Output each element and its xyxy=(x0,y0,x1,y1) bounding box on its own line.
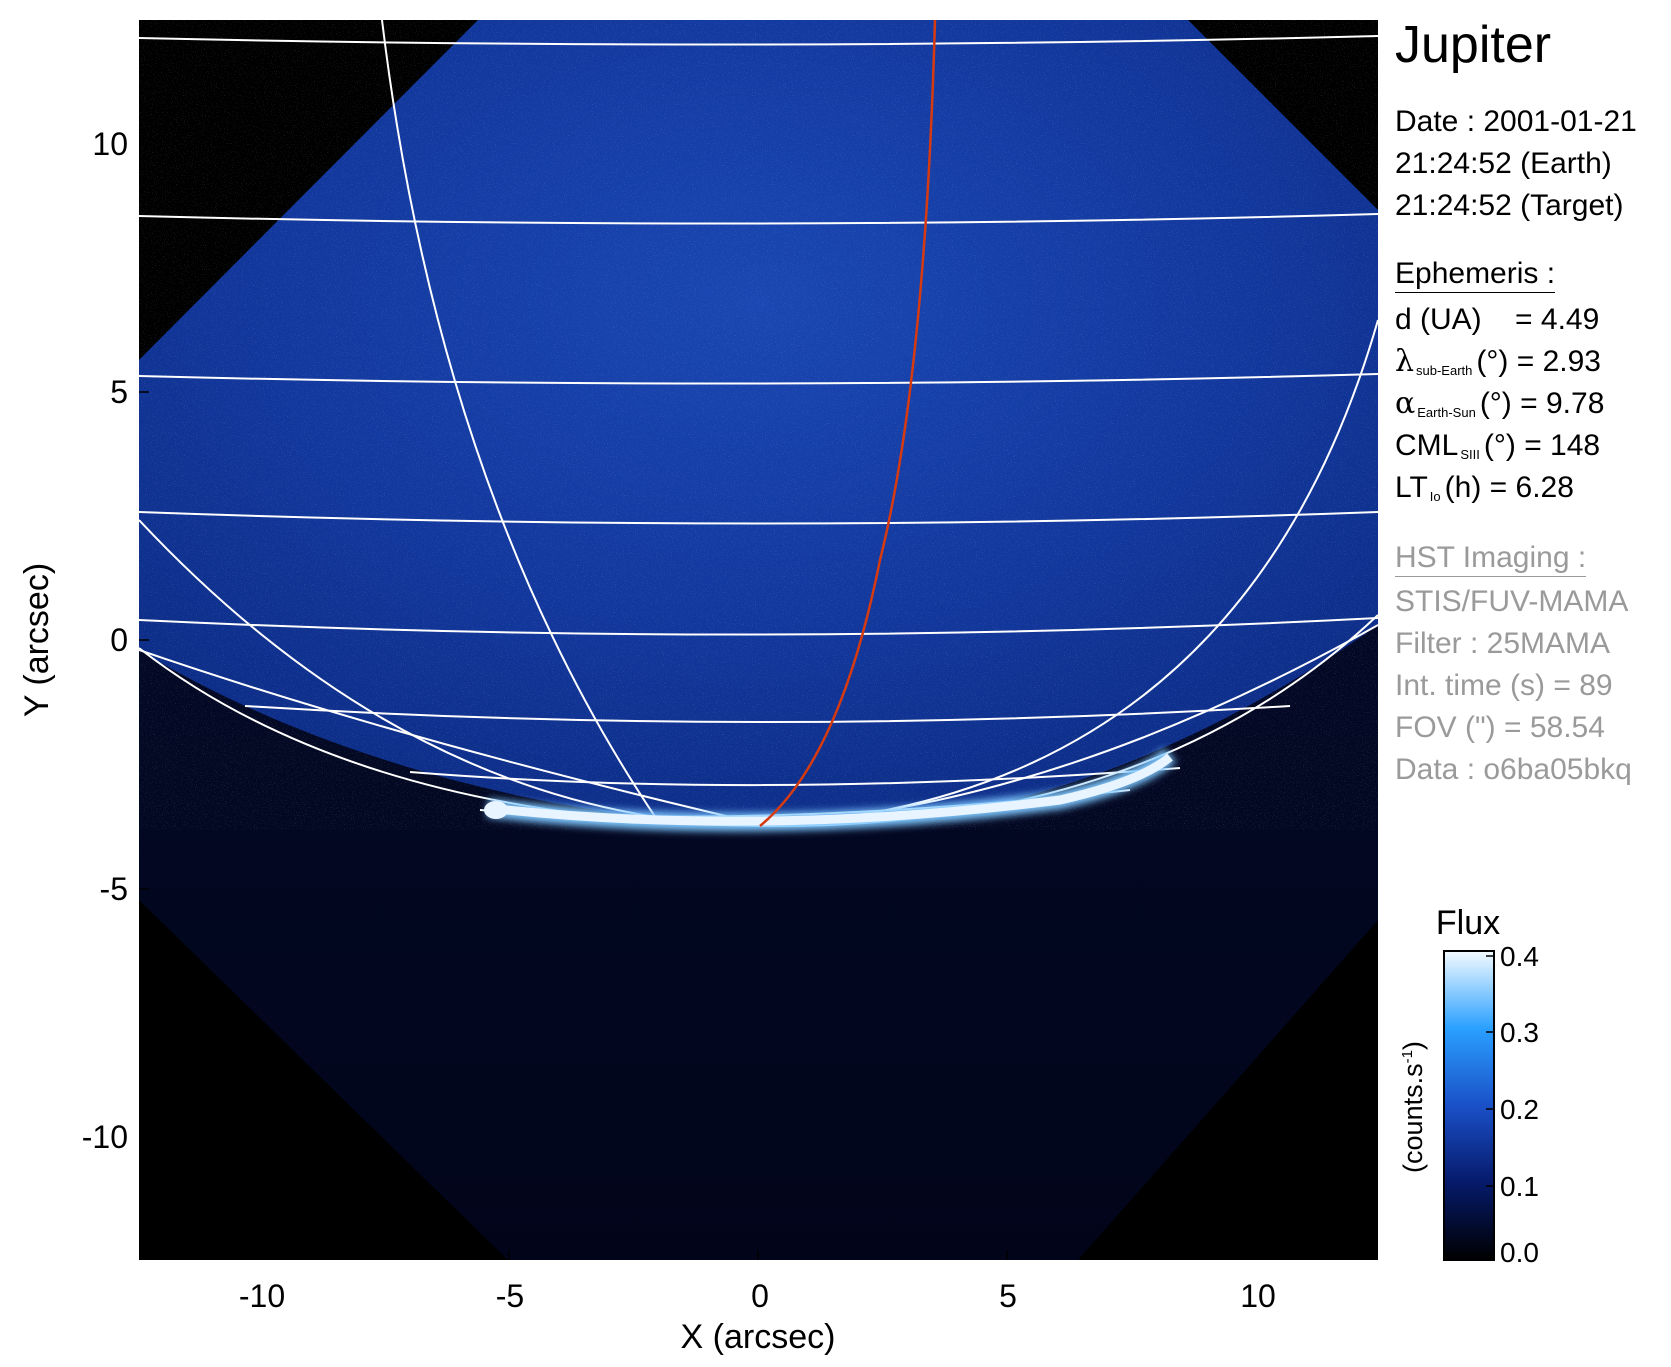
imaging-header-text: HST Imaging : xyxy=(1395,541,1587,577)
io-footprint-line xyxy=(759,20,937,827)
colorbar-title: Flux xyxy=(1436,904,1500,942)
lambda-subscript: sub-Earth xyxy=(1416,363,1473,378)
x-tick-labels: -10 -5 0 5 10 xyxy=(239,1278,1276,1314)
cml-symbol: CML xyxy=(1395,429,1459,462)
imaging-fov: FOV (") = 58.54 xyxy=(1395,711,1605,744)
lt-symbol: LT xyxy=(1395,471,1428,504)
axis-ticks xyxy=(139,143,1257,1260)
y-tick-label: -5 xyxy=(100,871,128,907)
x-tick-label: 5 xyxy=(999,1278,1017,1314)
y-tick-label: 5 xyxy=(110,374,128,410)
distance-value: = 4.49 xyxy=(1515,303,1600,336)
lambda-symbol: λ xyxy=(1395,344,1415,379)
colorbar-tick-label: 0.0 xyxy=(1500,1237,1539,1268)
disk-noise xyxy=(139,20,1378,830)
y-axis-label: Y (arcsec) xyxy=(18,563,56,717)
x-tick-label: -5 xyxy=(496,1278,524,1314)
imaging-filter: Filter : 25MAMA xyxy=(1395,627,1611,660)
x-tick-label: -10 xyxy=(239,1278,285,1314)
x-tick-label: 0 xyxy=(751,1278,769,1314)
y-tick-label: -10 xyxy=(82,1119,128,1155)
auroral-spot xyxy=(484,801,508,819)
lt-unit: (h) xyxy=(1444,471,1482,504)
imaging-data-id: Data : o6ba05bkq xyxy=(1395,753,1632,786)
target-title: Jupiter xyxy=(1395,16,1552,74)
ephemeris-header-text: Ephemeris : xyxy=(1395,257,1556,293)
colorbar-tick-label: 0.2 xyxy=(1500,1094,1539,1125)
imaging-instrument: STIS/FUV-MAMA xyxy=(1395,585,1629,618)
alpha-subscript: Earth-Sun xyxy=(1417,405,1476,420)
alpha-symbol: α xyxy=(1395,386,1416,421)
colorbar-tick-label: 0.3 xyxy=(1500,1017,1539,1048)
ephemeris-latitude: λ sub-Earth (°) = 2.93 xyxy=(1395,344,1601,389)
y-tick-labels: 10 5 0 -5 -10 xyxy=(82,126,128,1155)
x-tick-label: 10 xyxy=(1240,1278,1276,1314)
alpha-value: = 9.78 xyxy=(1520,387,1605,420)
lambda-unit: (°) xyxy=(1476,345,1509,378)
ephemeris-cml: CML SIII (°) = 148 xyxy=(1395,428,1600,473)
x-axis-label: X (arcsec) xyxy=(681,1318,836,1356)
colorbar-tick-label: 0.4 xyxy=(1500,941,1539,972)
lt-value: = 6.28 xyxy=(1489,471,1574,504)
y-tick-label: 10 xyxy=(92,126,128,162)
time-target: 21:24:52 (Target) xyxy=(1395,189,1624,222)
colorbar-tick-labels: 0.4 0.3 0.2 0.1 0.0 xyxy=(1500,941,1539,1268)
time-earth: 21:24:52 (Earth) xyxy=(1395,147,1612,180)
imaging-header: HST Imaging : xyxy=(1395,540,1587,577)
colorbar-ticks xyxy=(1486,955,1494,1259)
imaging-int-time: Int. time (s) = 89 xyxy=(1395,669,1613,702)
auroral-oval xyxy=(487,753,1173,826)
ephemeris-phase: α Earth-Sun (°) = 9.78 xyxy=(1395,386,1604,431)
distance-label: d (UA) xyxy=(1395,303,1482,336)
y-tick-label: 0 xyxy=(110,622,128,658)
lt-subscript: Io xyxy=(1429,489,1441,504)
colorbar xyxy=(1443,950,1495,1261)
cml-unit: (°) xyxy=(1483,429,1516,462)
cml-value: = 148 xyxy=(1524,429,1601,462)
alpha-unit: (°) xyxy=(1479,387,1512,420)
ephemeris-lt-io: LT Io (h) = 6.28 xyxy=(1395,470,1574,515)
lambda-value: = 2.93 xyxy=(1516,345,1601,378)
cml-subscript: SIII xyxy=(1460,447,1480,462)
colorbar-unit: (counts.s-1) xyxy=(1398,1041,1428,1173)
colorbar-tick-label: 0.1 xyxy=(1500,1171,1539,1202)
date-label: Date : 2001-01-21 xyxy=(1395,105,1637,138)
ephemeris-header: Ephemeris : xyxy=(1395,256,1556,293)
ephemeris-distance: d (UA) = 4.49 xyxy=(1395,302,1599,338)
